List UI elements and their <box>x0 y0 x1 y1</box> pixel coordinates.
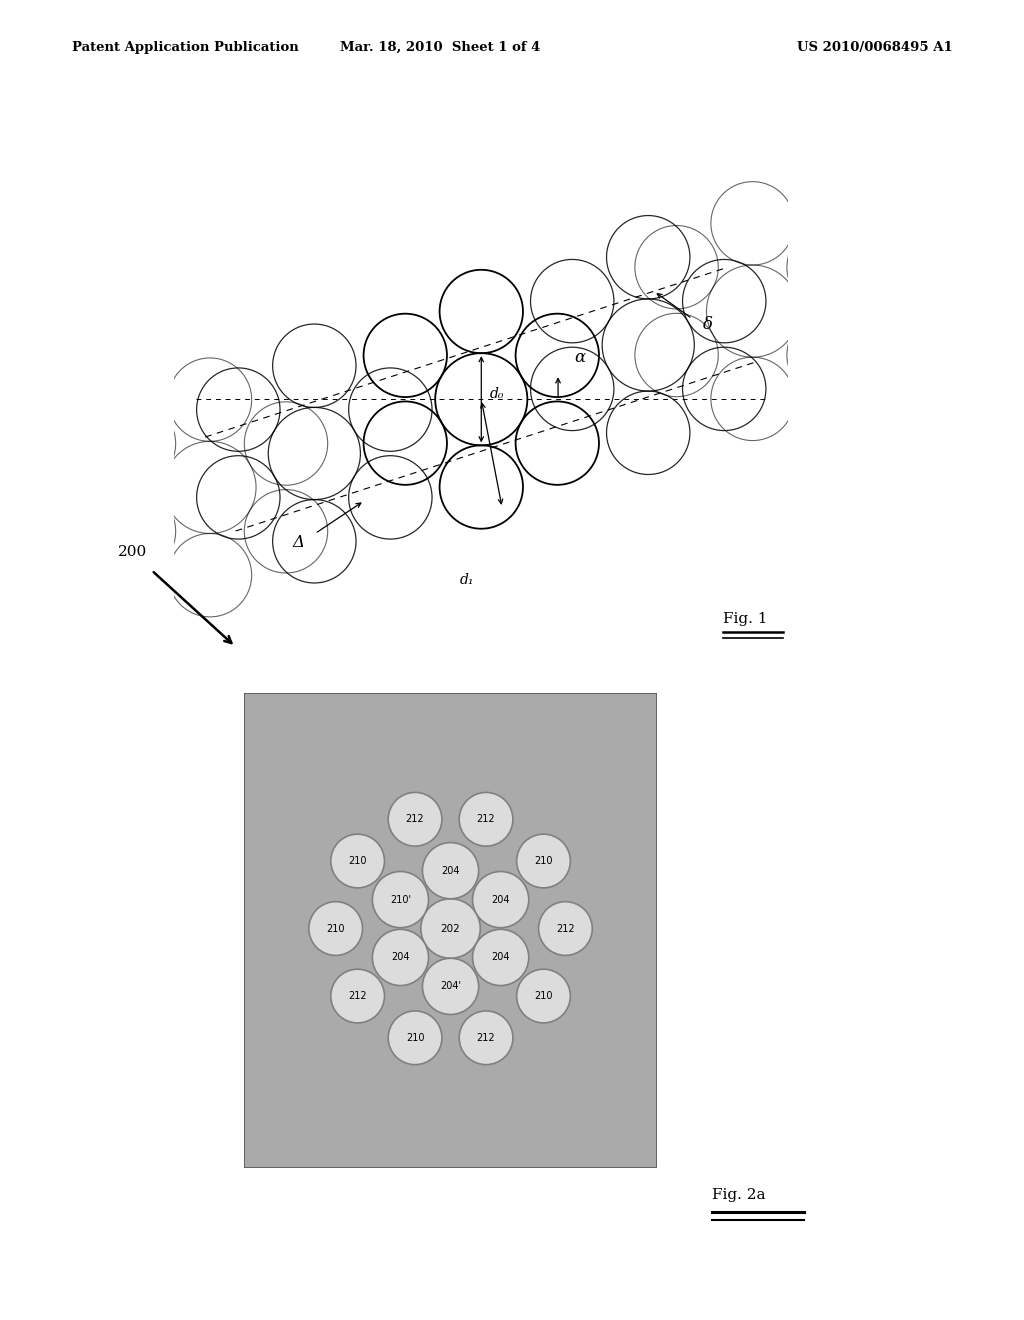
Circle shape <box>423 958 478 1015</box>
Circle shape <box>331 969 384 1023</box>
Text: 204: 204 <box>492 895 510 904</box>
Circle shape <box>388 1011 442 1065</box>
Text: 210: 210 <box>348 855 367 866</box>
Text: α: α <box>574 348 586 366</box>
Text: 212: 212 <box>477 1032 496 1043</box>
Text: 212: 212 <box>406 814 424 824</box>
Text: 212: 212 <box>348 991 367 1001</box>
Text: 202: 202 <box>440 924 461 933</box>
Text: Fig. 1: Fig. 1 <box>723 611 767 626</box>
Circle shape <box>539 902 592 956</box>
Circle shape <box>459 1011 513 1065</box>
Text: 210: 210 <box>327 924 345 933</box>
Text: 210: 210 <box>406 1032 424 1043</box>
Text: d₀: d₀ <box>490 387 505 401</box>
Text: 204: 204 <box>391 953 410 962</box>
Text: 204: 204 <box>441 866 460 875</box>
Text: US 2010/0068495 A1: US 2010/0068495 A1 <box>797 41 952 54</box>
Text: 212: 212 <box>477 814 496 824</box>
Circle shape <box>423 842 478 899</box>
Text: 210: 210 <box>535 991 553 1001</box>
Text: δ: δ <box>703 315 713 333</box>
Circle shape <box>459 792 513 846</box>
Circle shape <box>309 902 362 956</box>
Text: 204: 204 <box>492 953 510 962</box>
Text: 212: 212 <box>556 924 574 933</box>
Circle shape <box>421 899 480 958</box>
Circle shape <box>373 929 429 986</box>
Text: Patent Application Publication: Patent Application Publication <box>72 41 298 54</box>
Text: 210': 210' <box>390 895 411 904</box>
Circle shape <box>373 871 429 928</box>
Text: Mar. 18, 2010  Sheet 1 of 4: Mar. 18, 2010 Sheet 1 of 4 <box>340 41 541 54</box>
Circle shape <box>472 929 528 986</box>
Circle shape <box>517 834 570 888</box>
Text: Fig. 2a: Fig. 2a <box>712 1188 765 1201</box>
Circle shape <box>472 871 528 928</box>
Circle shape <box>388 792 442 846</box>
Text: d₁: d₁ <box>460 573 474 587</box>
Circle shape <box>331 834 384 888</box>
Circle shape <box>517 969 570 1023</box>
Text: 200: 200 <box>118 545 147 558</box>
Text: 210: 210 <box>535 855 553 866</box>
Text: Δ: Δ <box>293 533 305 550</box>
Text: 204': 204' <box>440 981 461 991</box>
